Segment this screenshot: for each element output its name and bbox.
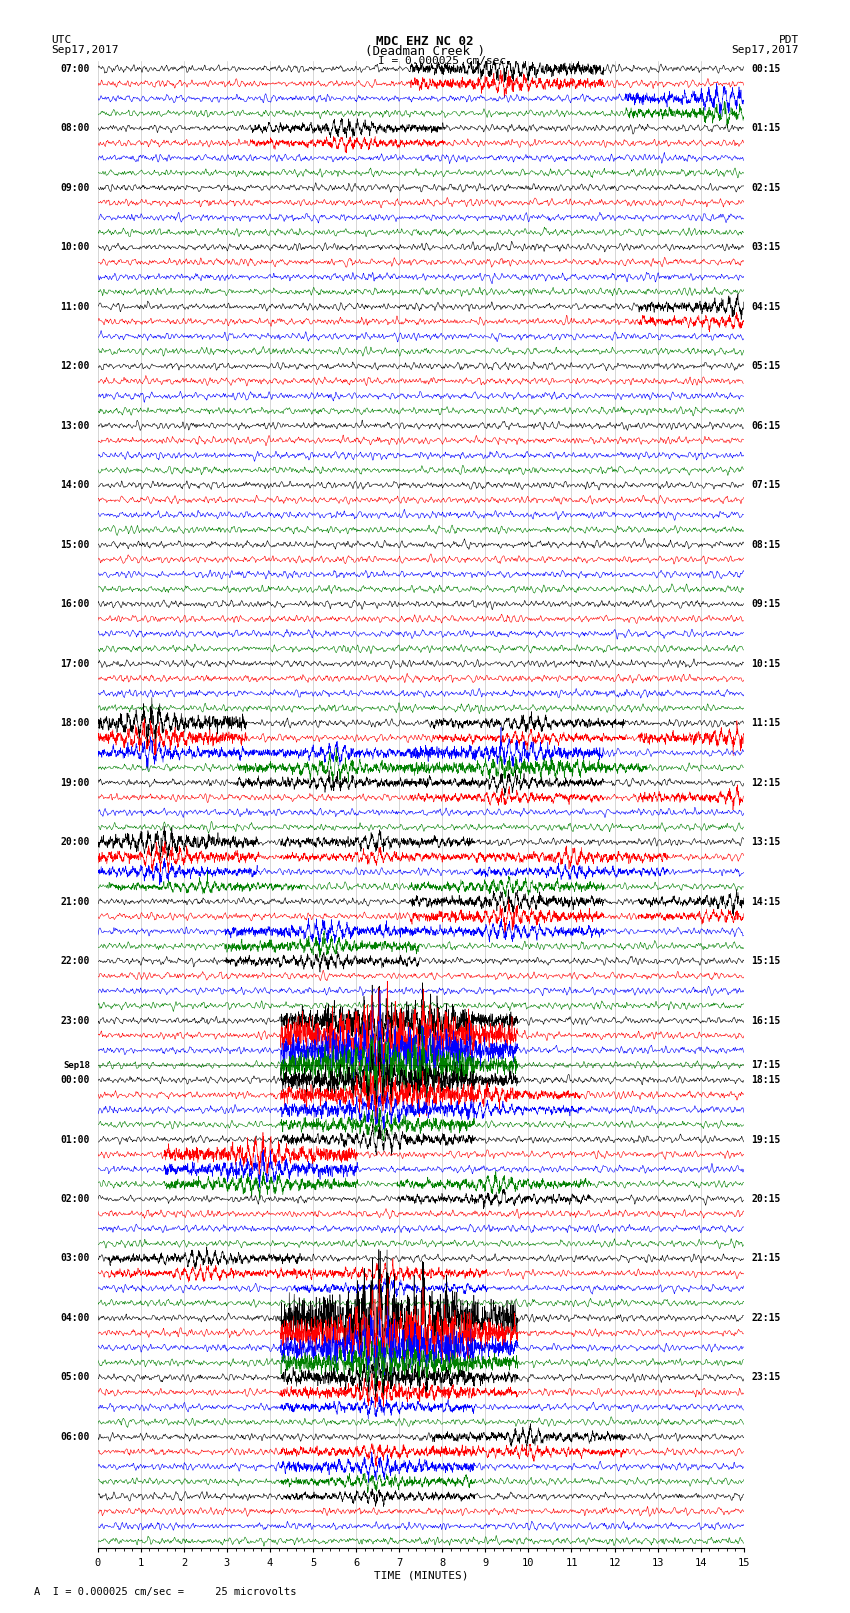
Text: 10:15: 10:15: [751, 658, 781, 669]
Text: 07:15: 07:15: [751, 481, 781, 490]
Text: 00:15: 00:15: [751, 65, 781, 74]
Text: 21:00: 21:00: [60, 897, 90, 907]
Text: 19:00: 19:00: [60, 777, 90, 787]
Text: 12:00: 12:00: [60, 361, 90, 371]
Text: 17:15: 17:15: [751, 1060, 781, 1069]
Text: UTC: UTC: [51, 35, 71, 45]
Text: 14:15: 14:15: [751, 897, 781, 907]
Text: 21:15: 21:15: [751, 1253, 781, 1263]
Text: 17:00: 17:00: [60, 658, 90, 669]
Text: 12:15: 12:15: [751, 777, 781, 787]
Text: 07:00: 07:00: [60, 65, 90, 74]
Text: 23:00: 23:00: [60, 1016, 90, 1026]
Text: 06:15: 06:15: [751, 421, 781, 431]
Text: 00:00: 00:00: [60, 1074, 90, 1086]
Text: 14:00: 14:00: [60, 481, 90, 490]
Text: 23:15: 23:15: [751, 1373, 781, 1382]
Text: 19:15: 19:15: [751, 1134, 781, 1145]
Text: 11:00: 11:00: [60, 302, 90, 311]
Text: 13:15: 13:15: [751, 837, 781, 847]
Text: Sep18: Sep18: [63, 1061, 90, 1069]
Text: 16:15: 16:15: [751, 1016, 781, 1026]
Text: (Deadman Creek ): (Deadman Creek ): [365, 45, 485, 58]
Text: Sep17,2017: Sep17,2017: [51, 45, 118, 55]
Text: 18:15: 18:15: [751, 1074, 781, 1086]
Text: 20:15: 20:15: [751, 1194, 781, 1203]
Text: 09:00: 09:00: [60, 182, 90, 192]
Text: 16:00: 16:00: [60, 598, 90, 610]
Text: 22:00: 22:00: [60, 957, 90, 966]
Text: 10:00: 10:00: [60, 242, 90, 252]
Text: 02:00: 02:00: [60, 1194, 90, 1203]
Text: 20:00: 20:00: [60, 837, 90, 847]
Text: Sep17,2017: Sep17,2017: [732, 45, 799, 55]
Text: 18:00: 18:00: [60, 718, 90, 727]
Text: 13:00: 13:00: [60, 421, 90, 431]
Text: A  I = 0.000025 cm/sec =     25 microvolts: A I = 0.000025 cm/sec = 25 microvolts: [34, 1587, 297, 1597]
Text: 15:00: 15:00: [60, 540, 90, 550]
Text: 01:00: 01:00: [60, 1134, 90, 1145]
Text: 01:15: 01:15: [751, 123, 781, 134]
Text: I = 0.000025 cm/sec: I = 0.000025 cm/sec: [378, 56, 507, 66]
Text: 03:15: 03:15: [751, 242, 781, 252]
Text: MDC EHZ NC 02: MDC EHZ NC 02: [377, 35, 473, 48]
Text: 06:00: 06:00: [60, 1432, 90, 1442]
Text: 22:15: 22:15: [751, 1313, 781, 1323]
Text: 08:15: 08:15: [751, 540, 781, 550]
Text: 11:15: 11:15: [751, 718, 781, 727]
X-axis label: TIME (MINUTES): TIME (MINUTES): [373, 1571, 468, 1581]
Text: 03:00: 03:00: [60, 1253, 90, 1263]
Text: 08:00: 08:00: [60, 123, 90, 134]
Text: 05:15: 05:15: [751, 361, 781, 371]
Text: 05:00: 05:00: [60, 1373, 90, 1382]
Text: PDT: PDT: [779, 35, 799, 45]
Text: 04:15: 04:15: [751, 302, 781, 311]
Text: 02:15: 02:15: [751, 182, 781, 192]
Text: 09:15: 09:15: [751, 598, 781, 610]
Text: 15:15: 15:15: [751, 957, 781, 966]
Text: 04:00: 04:00: [60, 1313, 90, 1323]
